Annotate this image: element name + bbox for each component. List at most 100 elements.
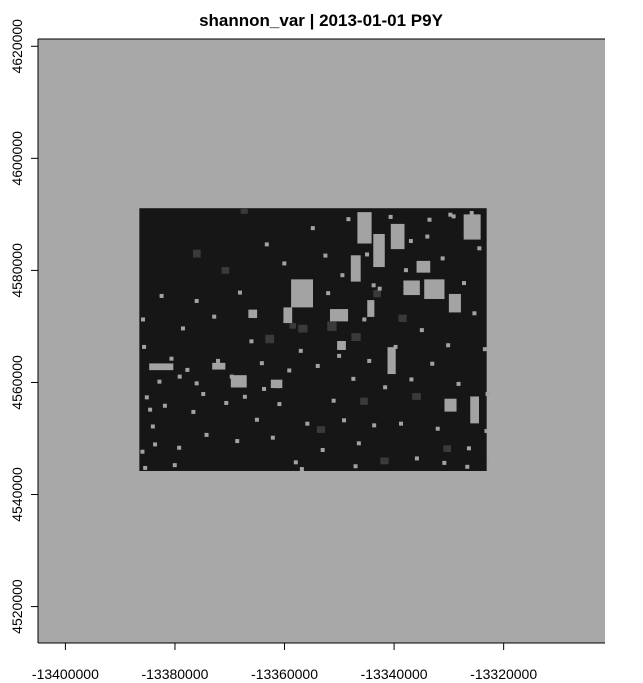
raster-speckle bbox=[482, 347, 487, 352]
raster-speckle bbox=[162, 403, 167, 408]
raster-speckle bbox=[177, 374, 182, 379]
axes: -13400000 -13380000 -13360000 -13340000 -133… bbox=[9, 19, 605, 682]
raster-speckle bbox=[469, 211, 474, 216]
raster-patch bbox=[367, 300, 375, 317]
raster-speckle bbox=[425, 234, 430, 239]
raster-patch bbox=[373, 233, 385, 268]
raster-speckle bbox=[310, 226, 315, 231]
raster-speckle bbox=[153, 442, 158, 447]
plot-area bbox=[38, 39, 605, 643]
raster-speckle bbox=[229, 374, 234, 379]
raster-patch bbox=[412, 393, 421, 400]
raster-speckle bbox=[142, 344, 147, 349]
raster-speckle bbox=[340, 273, 345, 278]
raster-speckle bbox=[440, 256, 445, 261]
raster-speckle bbox=[298, 348, 303, 353]
raster-speckle bbox=[212, 314, 217, 319]
raster-patch bbox=[444, 398, 457, 412]
raster-speckle bbox=[305, 421, 310, 426]
raster-speckle bbox=[249, 339, 254, 344]
raster-speckle bbox=[150, 424, 155, 429]
raster-block bbox=[139, 208, 487, 471]
raster-speckle bbox=[235, 439, 240, 444]
raster-speckle bbox=[446, 343, 451, 348]
raster-speckle bbox=[204, 432, 209, 437]
raster-speckle bbox=[287, 368, 292, 373]
y-tick-label: 4560000 bbox=[9, 355, 25, 410]
raster-patch bbox=[398, 314, 407, 322]
raster-patch bbox=[416, 260, 431, 273]
raster-patch bbox=[448, 293, 461, 313]
raster-speckle bbox=[277, 402, 282, 407]
y-tick-label: 4620000 bbox=[9, 19, 25, 74]
raster-speckle bbox=[451, 214, 456, 219]
raster-speckle bbox=[216, 358, 221, 363]
x-tick-label: -13380000 bbox=[141, 666, 208, 682]
raster-patch bbox=[316, 426, 326, 433]
raster-speckle bbox=[477, 246, 482, 251]
raster-patch bbox=[357, 212, 372, 244]
raster-speckle bbox=[472, 311, 477, 316]
raster-speckle bbox=[224, 400, 229, 405]
raster-patch bbox=[248, 309, 258, 319]
raster-speckle bbox=[299, 467, 304, 472]
raster-patch bbox=[387, 347, 396, 375]
raster-speckle bbox=[201, 391, 206, 396]
raster-patch bbox=[270, 379, 283, 389]
raster-speckle bbox=[337, 353, 342, 358]
raster-speckle bbox=[144, 395, 149, 400]
raster-patch bbox=[487, 458, 489, 468]
raster-speckle bbox=[148, 407, 153, 412]
raster-patch bbox=[351, 333, 361, 341]
raster-speckle bbox=[414, 456, 419, 461]
raster-speckle bbox=[466, 446, 471, 451]
raster-speckle bbox=[194, 298, 199, 303]
raster-patch bbox=[403, 280, 420, 296]
raster-patch bbox=[360, 397, 368, 405]
raster-speckle bbox=[194, 381, 199, 386]
y-tick-label: 4600000 bbox=[9, 131, 25, 186]
raster-patch bbox=[390, 223, 405, 250]
raster-speckle bbox=[465, 464, 470, 469]
chart-title: shannon_var | 2013-01-01 P9Y bbox=[199, 11, 443, 30]
raster-patch bbox=[221, 267, 230, 274]
raster-speckle bbox=[456, 381, 461, 386]
raster-patch bbox=[470, 396, 479, 424]
raster-speckle bbox=[159, 293, 164, 298]
raster-speckle bbox=[430, 361, 435, 366]
y-tick-label: 4540000 bbox=[9, 467, 25, 522]
x-tick-label: -13340000 bbox=[361, 666, 428, 682]
y-tick-label: 4520000 bbox=[9, 579, 25, 634]
y-tick-label: 4580000 bbox=[9, 243, 25, 298]
raster-patch bbox=[329, 309, 349, 322]
raster-speckle bbox=[323, 253, 328, 258]
raster-speckle bbox=[331, 398, 336, 403]
raster-speckle bbox=[177, 445, 182, 450]
raster-speckle bbox=[485, 391, 490, 396]
raster-speckle bbox=[169, 356, 174, 361]
raster-speckle bbox=[157, 379, 162, 384]
raster-patch bbox=[283, 307, 293, 324]
raster-speckle bbox=[371, 283, 376, 288]
raster-speckle bbox=[484, 428, 489, 433]
raster-speckle bbox=[140, 317, 145, 322]
raster-patch bbox=[298, 324, 308, 333]
raster-speckle bbox=[419, 328, 424, 333]
raster-speckle bbox=[377, 286, 382, 291]
raster-speckle bbox=[143, 465, 148, 470]
raster-patch bbox=[424, 279, 445, 299]
raster-patch bbox=[463, 214, 481, 240]
raster-speckle bbox=[365, 252, 370, 257]
raster-speckle bbox=[427, 217, 432, 222]
x-tick-label: -13360000 bbox=[251, 666, 318, 682]
raster-speckle bbox=[448, 212, 453, 217]
raster-patch bbox=[291, 279, 314, 308]
raster-patch bbox=[265, 334, 275, 344]
raster-speckle bbox=[282, 261, 287, 266]
raster-speckle bbox=[276, 384, 281, 389]
raster-speckle bbox=[254, 417, 259, 422]
raster-speckle bbox=[372, 423, 377, 428]
raster-speckle bbox=[342, 418, 347, 423]
raster-speckle bbox=[191, 409, 196, 414]
raster-patch bbox=[443, 445, 452, 452]
